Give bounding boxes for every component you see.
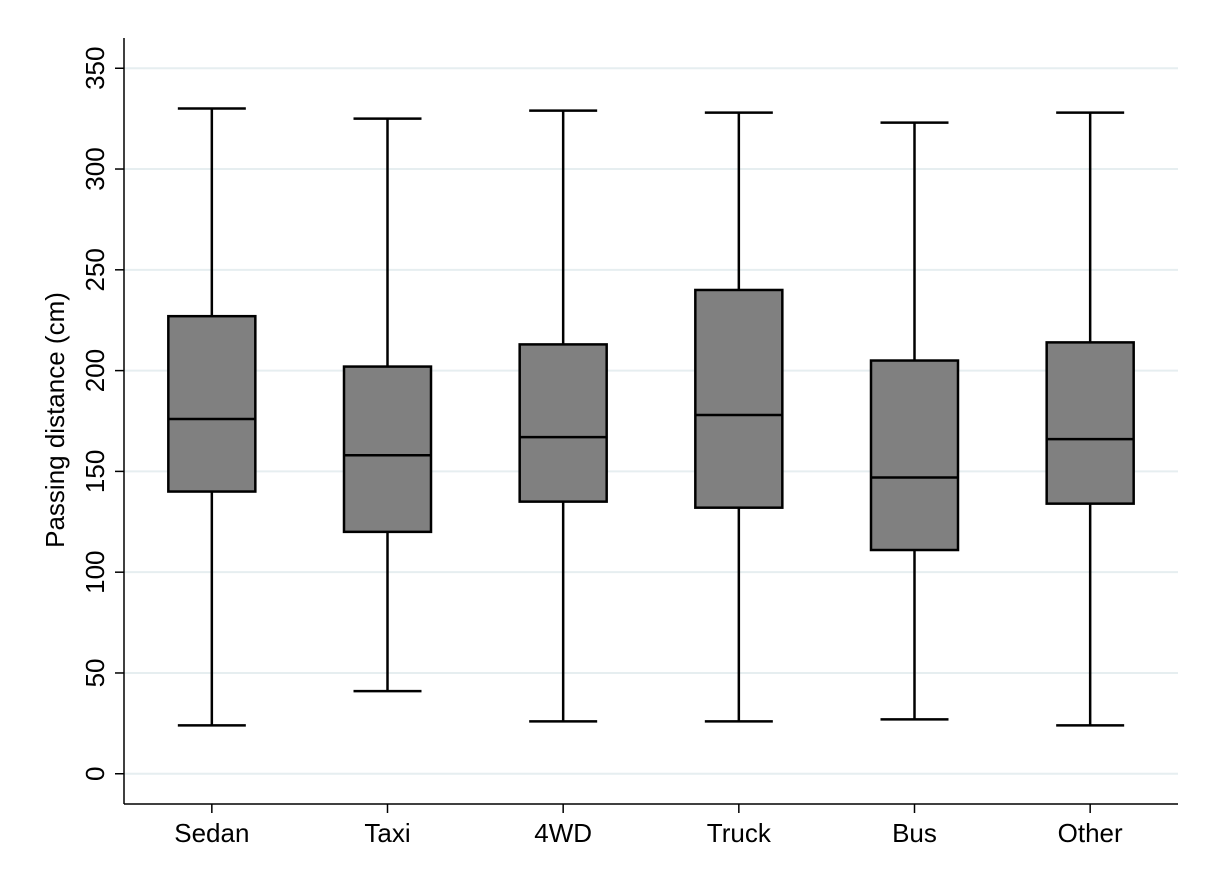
x-tick-label: Bus [892,818,937,848]
y-tick-label: 250 [80,248,110,291]
y-tick-label: 350 [80,47,110,90]
y-tick-label: 0 [80,767,110,781]
y-axis-title: Passing distance (cm) [40,292,70,548]
x-tick-label: 4WD [534,818,592,848]
x-tick-label: Truck [707,818,772,848]
y-tick-label: 200 [80,349,110,392]
y-tick-label: 300 [80,147,110,190]
iqr-box [694,288,784,509]
y-tick-label: 100 [80,550,110,593]
iqr-box [1045,341,1135,505]
iqr-box [342,365,433,534]
x-tick-label: Sedan [174,818,249,848]
x-tick-label: Taxi [364,818,410,848]
iqr-box [518,343,608,503]
x-tick-label: Other [1058,818,1123,848]
iqr-box [167,314,257,493]
y-tick-label: 50 [80,659,110,688]
iqr-box [869,359,960,552]
y-tick-label: 150 [80,450,110,493]
